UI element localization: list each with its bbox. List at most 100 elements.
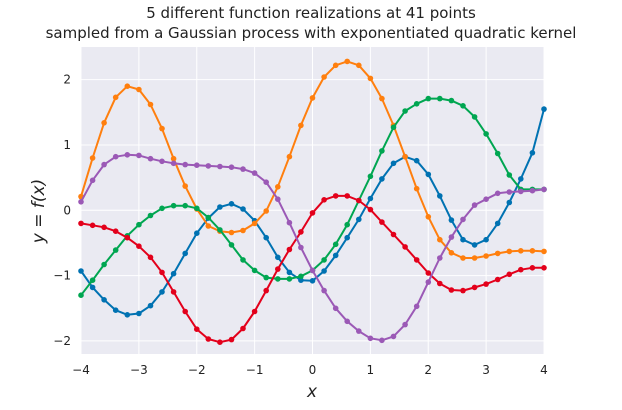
x-tick-label: 3 [482,363,490,377]
data-point [159,289,165,295]
data-point [194,205,200,212]
data-point [529,265,536,271]
data-point [518,176,524,182]
data-point [159,205,165,212]
data-point [448,250,455,256]
data-point [263,287,270,294]
data-point [460,287,466,294]
data-point [448,287,455,293]
data-point [483,281,489,287]
data-point [182,161,188,168]
data-point [147,302,154,309]
data-point [460,255,466,261]
data-point [101,297,107,303]
data-point [437,280,443,287]
data-point [263,234,270,241]
data-point [437,236,443,243]
data-point [228,164,235,170]
data-point [379,337,385,344]
data-point [413,157,420,164]
data-point [228,336,235,343]
data-point [506,189,513,195]
x-tick-label: 0 [309,363,317,377]
data-point [390,124,397,131]
data-point [425,270,432,276]
y-tick-label: −1 [53,269,71,283]
data-point [309,267,316,274]
data-point [529,248,536,254]
ticks: −4 −3 −2 −1 0 1 2 3 4 −2 −1 0 1 2 [53,73,548,377]
data-point [136,86,142,93]
data-point [356,197,362,204]
y-tick-label: 1 [63,138,71,152]
data-point [332,241,339,248]
data-point [506,271,513,278]
series-2 [78,58,547,261]
data-point [205,223,212,229]
data-point [379,148,385,154]
data-point [390,231,397,238]
data-point [518,188,524,195]
data-point [101,261,107,268]
data-point [425,214,432,220]
data-point [275,184,281,190]
data-point [263,179,270,185]
data-point [240,257,246,263]
data-point [182,202,188,209]
data-point [228,242,235,248]
data-point [332,193,339,199]
data-point [194,326,200,333]
data-point [275,266,281,272]
data-point [298,229,304,235]
data-point [367,206,374,213]
data-point [437,95,443,102]
data-point [448,234,455,240]
data-point [89,277,96,284]
data-point [217,204,223,210]
y-tick-label: −2 [53,334,71,348]
data-point [228,201,235,207]
data-point [251,267,258,274]
data-point [321,74,327,80]
data-point [286,276,293,282]
data-point [483,131,489,137]
data-point [240,227,246,234]
data-point [124,234,131,241]
data-point [344,193,351,199]
data-point [228,229,235,236]
data-point [332,305,339,312]
data-point [240,325,246,332]
data-point [182,308,188,315]
data-point [78,268,84,274]
x-tick-label: 1 [367,363,375,377]
data-point [112,153,119,160]
data-point [194,230,200,236]
data-point [124,83,131,89]
data-point [275,196,281,202]
data-point [89,155,96,161]
data-point [471,114,478,120]
data-point [332,62,339,69]
series-5 [78,152,547,344]
data-point [460,216,466,223]
data-point [402,244,408,250]
data-point [321,197,327,203]
data-point [78,292,84,299]
data-point [344,221,351,228]
data-point [402,108,408,114]
x-tick-label: −2 [188,363,206,377]
data-point [321,257,327,263]
y-tick-label: 2 [63,73,71,87]
data-point [390,160,397,167]
data-point [379,95,385,102]
data-point [494,190,501,197]
data-point [136,243,142,249]
data-point [309,95,316,101]
data-point [78,199,84,205]
data-point [101,224,107,231]
data-point [356,62,362,69]
data-point [367,173,374,180]
chart-subtitle: sampled from a Gaussian process with exp… [46,24,577,42]
data-point [286,219,293,226]
data-point [217,163,223,170]
